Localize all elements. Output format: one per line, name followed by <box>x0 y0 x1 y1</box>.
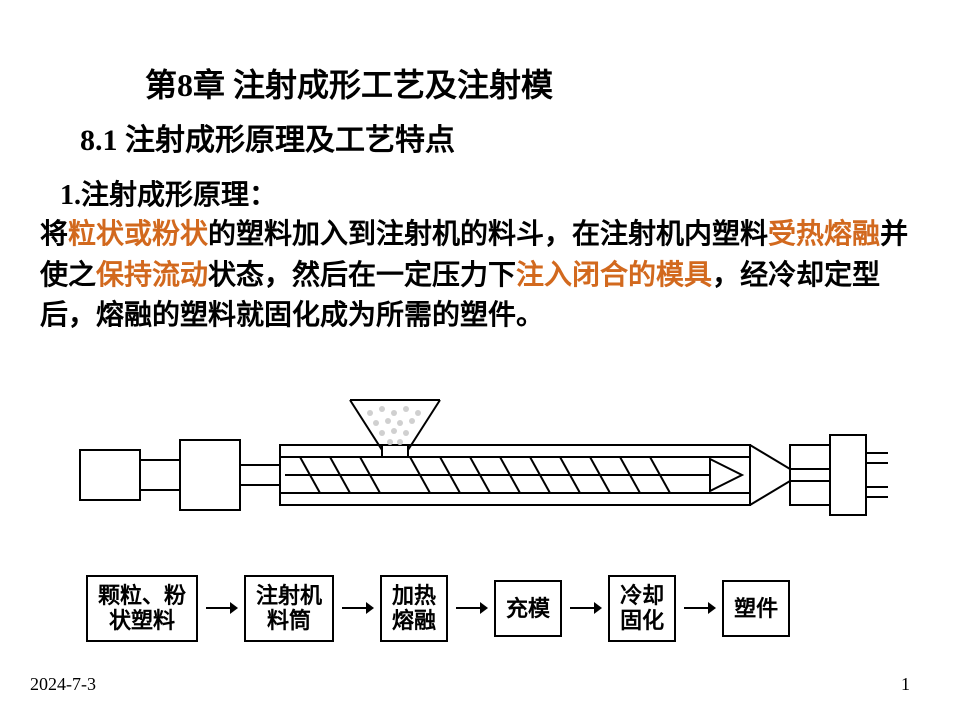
hl3: 保持流动 <box>96 260 208 291</box>
arrow-icon <box>204 599 238 617</box>
hl1: 粒状或粉状 <box>68 219 208 250</box>
t4: 状态，然后在一定压力下 <box>208 260 516 291</box>
arrow-icon <box>568 599 602 617</box>
hl2: 受热熔融 <box>768 219 880 250</box>
t1: 将 <box>40 219 68 250</box>
process-flow: 颗粒、粉状塑料 注射机料筒 加热熔融 充模 冷却固化 塑件 <box>86 575 790 642</box>
flow-box-2: 注射机料筒 <box>244 575 334 642</box>
flow-box-6: 塑件 <box>722 580 790 637</box>
footer-page-number: 1 <box>901 674 910 695</box>
hl4: 注入闭合的模具 <box>516 260 712 291</box>
t2: 的塑料加入到注射机的料斗，在注射机内塑料 <box>208 219 768 250</box>
flow-box-3: 加热熔融 <box>380 575 448 642</box>
heading-1: 1.注射成形原理： <box>60 173 277 213</box>
footer-date: 2024-7-3 <box>30 674 96 695</box>
flow-box-4: 充模 <box>494 580 562 637</box>
chapter-title: 第8章 注射成形工艺及注射模 <box>145 60 553 106</box>
flow-box-5: 冷却固化 <box>608 575 676 642</box>
arrow-icon <box>454 599 488 617</box>
flow-box-1: 颗粒、粉状塑料 <box>86 575 198 642</box>
arrow-icon <box>340 599 374 617</box>
section-title: 8.1 注射成形原理及工艺特点 <box>80 115 455 159</box>
arrow-icon <box>682 599 716 617</box>
body-text: 将粒状或粉状的塑料加入到注射机的料斗，在注射机内塑料受热熔融并使之保持流动状态，… <box>40 215 920 337</box>
injection-molding-diagram <box>70 395 890 555</box>
